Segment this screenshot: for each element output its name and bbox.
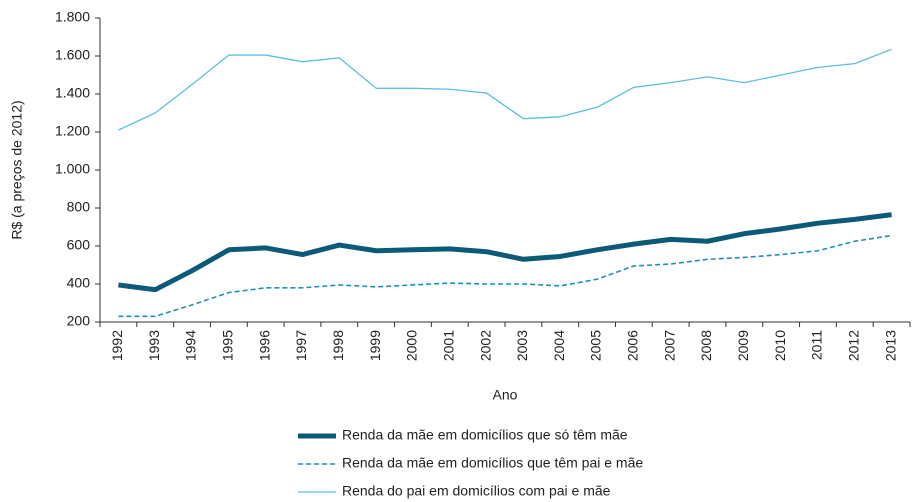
x-tick-label: 2006 — [625, 330, 641, 361]
legend-label: Renda do pai em domicílios com pai e mãe — [342, 483, 611, 499]
x-tick-label: 2005 — [588, 330, 604, 361]
x-tick-label: 2004 — [551, 330, 567, 361]
y-tick-label: 600 — [67, 237, 91, 253]
y-tick-label: 200 — [67, 313, 91, 329]
line-series — [118, 48, 892, 131]
x-tick-label: 2001 — [440, 330, 456, 361]
y-tick-label: 1.800 — [55, 9, 90, 25]
x-tick-label: 1995 — [220, 330, 236, 361]
x-tick-label: 2010 — [772, 330, 788, 361]
x-tick-label: 2009 — [735, 330, 751, 361]
y-tick-label: 1.600 — [55, 47, 90, 63]
x-tick-label: 1999 — [367, 330, 383, 361]
y-tick-label: 800 — [67, 199, 91, 215]
x-tick-label: 1998 — [330, 330, 346, 361]
x-tick-label: 2002 — [477, 330, 493, 361]
y-tick-label: 1.400 — [55, 85, 90, 101]
x-tick-label: 2000 — [404, 330, 420, 361]
x-axis-label: Ano — [493, 387, 518, 403]
x-tick-label: 1992 — [109, 330, 125, 361]
line-series — [118, 234, 892, 318]
line-series — [118, 212, 892, 293]
x-tick-label: 1996 — [256, 330, 272, 361]
x-tick-label: 2008 — [698, 330, 714, 361]
x-tick-label: 2007 — [661, 330, 677, 361]
x-tick-label: 1997 — [293, 330, 309, 361]
y-tick-label: 1.000 — [55, 161, 90, 177]
x-tick-label: 2011 — [809, 330, 825, 360]
x-tick-label: 1993 — [146, 330, 162, 361]
y-tick-label: 400 — [67, 275, 91, 291]
y-tick-label: 1.200 — [55, 123, 90, 139]
legend-label: Renda da mãe em domicílios que só têm mã… — [342, 427, 628, 443]
x-tick-label: 2003 — [514, 330, 530, 361]
y-axis-label: R$ (a preços de 2012) — [9, 100, 25, 239]
x-tick-label: 2012 — [845, 330, 861, 361]
legend-label: Renda da mãe em domicílios que têm pai e… — [342, 455, 643, 471]
x-tick-label: 1994 — [183, 330, 199, 361]
x-tick-label: 2013 — [882, 330, 898, 361]
